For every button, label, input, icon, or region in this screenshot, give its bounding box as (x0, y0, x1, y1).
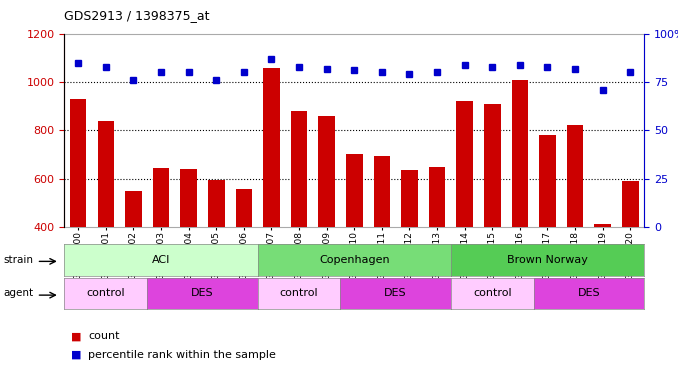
Text: control: control (87, 288, 125, 298)
Text: control: control (280, 288, 319, 298)
Bar (319, 116, 335, 323)
Text: Copenhagen: Copenhagen (319, 255, 390, 265)
Bar (70, 99, 87, 323)
Text: Brown Norway: Brown Norway (507, 255, 588, 265)
Bar (235, 189, 252, 323)
Bar (567, 126, 583, 323)
Text: ■: ■ (71, 350, 81, 360)
Bar (512, 80, 528, 323)
Text: agent: agent (3, 288, 33, 298)
Text: GDS2913 / 1398375_at: GDS2913 / 1398375_at (64, 9, 210, 22)
Bar (291, 111, 307, 323)
Bar (595, 225, 611, 323)
Text: DES: DES (384, 288, 407, 298)
Text: strain: strain (3, 255, 33, 265)
Text: percentile rank within the sample: percentile rank within the sample (88, 350, 276, 360)
Bar (208, 180, 224, 323)
Text: ACI: ACI (152, 255, 170, 265)
Bar (153, 168, 170, 323)
Bar (374, 156, 390, 323)
Bar (263, 68, 280, 323)
Text: count: count (88, 331, 119, 341)
Bar (456, 101, 473, 323)
Bar (125, 190, 142, 323)
Bar (401, 170, 418, 323)
Text: DES: DES (191, 288, 214, 298)
Bar (428, 166, 445, 323)
Text: DES: DES (578, 288, 600, 298)
Text: control: control (473, 288, 512, 298)
Bar (539, 135, 556, 323)
Bar (180, 169, 197, 323)
Text: ■: ■ (71, 331, 81, 341)
Bar (346, 154, 363, 323)
Bar (98, 121, 114, 323)
Bar (622, 181, 639, 323)
Bar (484, 104, 500, 323)
